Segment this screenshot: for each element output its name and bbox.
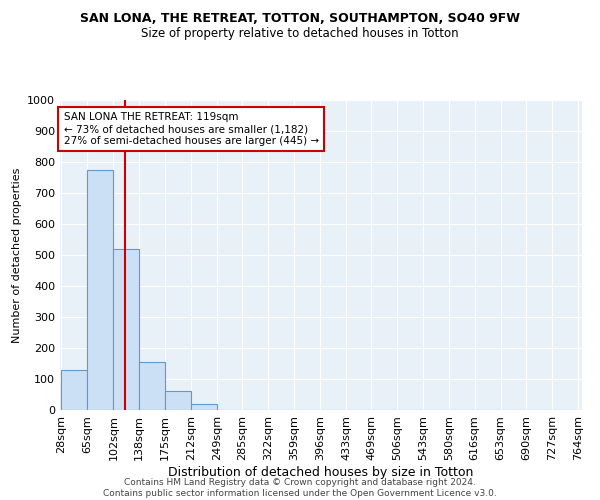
Bar xyxy=(191,404,217,410)
Text: SAN LONA THE RETREAT: 119sqm
← 73% of detached houses are smaller (1,182)
27% of: SAN LONA THE RETREAT: 119sqm ← 73% of de… xyxy=(64,112,319,146)
Text: SAN LONA, THE RETREAT, TOTTON, SOUTHAMPTON, SO40 9FW: SAN LONA, THE RETREAT, TOTTON, SOUTHAMPT… xyxy=(80,12,520,26)
Bar xyxy=(61,370,88,410)
Bar xyxy=(113,249,139,410)
Bar xyxy=(164,392,191,410)
Text: Size of property relative to detached houses in Totton: Size of property relative to detached ho… xyxy=(141,28,459,40)
X-axis label: Distribution of detached houses by size in Totton: Distribution of detached houses by size … xyxy=(169,466,473,478)
Bar xyxy=(139,362,164,410)
Bar xyxy=(88,170,113,410)
Text: Contains HM Land Registry data © Crown copyright and database right 2024.
Contai: Contains HM Land Registry data © Crown c… xyxy=(103,478,497,498)
Y-axis label: Number of detached properties: Number of detached properties xyxy=(11,168,22,342)
